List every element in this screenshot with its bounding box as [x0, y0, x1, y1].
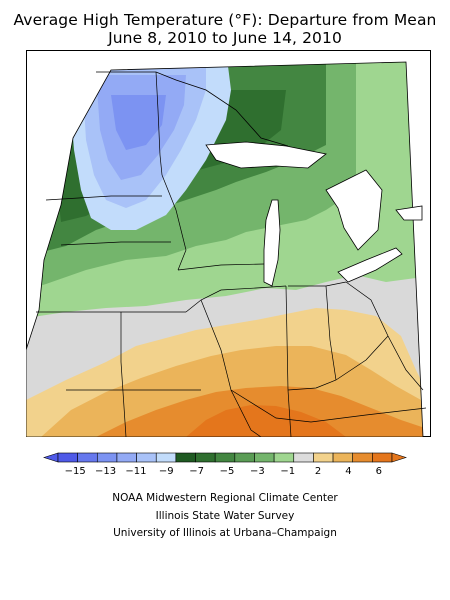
- legend-box: [175, 452, 196, 463]
- legend-color-boxes: [43, 452, 407, 463]
- legend-box: [195, 452, 216, 463]
- legend-tick-label: −1: [280, 466, 295, 477]
- lake-huron: [325, 169, 383, 251]
- legend-tick-label: −7: [189, 466, 204, 477]
- legend-box: [273, 452, 295, 463]
- cold-core-deep: [111, 95, 166, 150]
- legend-box: [372, 452, 393, 463]
- legend-tick-label: 2: [315, 466, 321, 477]
- legend-tick-label: −13: [95, 466, 116, 477]
- legend-box: [116, 452, 137, 463]
- credit-noaa: NOAA Midwestern Regional Climate Center: [112, 492, 338, 504]
- lake-superior: [205, 141, 327, 169]
- legend-box: [234, 452, 255, 463]
- state-borders: [36, 71, 427, 437]
- legend-box: [77, 452, 98, 463]
- map-title: Average High Temperature (°F): Departure…: [13, 11, 437, 29]
- credit-uiuc: University of Illinois at Urbana–Champai…: [113, 527, 337, 539]
- domain-outline: [26, 61, 424, 437]
- lake-michigan: [263, 199, 281, 287]
- legend-tick-label: −5: [220, 466, 235, 477]
- temperature-departure-map: [26, 50, 431, 437]
- lake-erie: [337, 247, 403, 283]
- legend-arrow-low: [43, 452, 59, 463]
- legend-box: [293, 452, 314, 463]
- color-legend: −15 −13 −11 −9 −7 −5 −3 −1 2 4 6: [43, 452, 407, 477]
- legend-box: [136, 452, 157, 463]
- legend-tick-label: −11: [125, 466, 146, 477]
- legend-tick-label: 6: [376, 466, 382, 477]
- legend-box: [214, 452, 236, 463]
- legend-box: [57, 452, 78, 463]
- legend-tick-label: −9: [159, 466, 174, 477]
- legend-arrow-high: [391, 452, 407, 463]
- legend-tick-label: 4: [345, 466, 351, 477]
- legend-box: [313, 452, 334, 463]
- legend-tick-labels: −15 −13 −11 −9 −7 −5 −3 −1 2 4 6: [65, 466, 382, 477]
- legend-box: [96, 452, 118, 463]
- map-subtitle: June 8, 2010 to June 14, 2010: [108, 29, 342, 47]
- legend-tick-label: −3: [250, 466, 265, 477]
- legend-box: [155, 452, 177, 463]
- lake-ontario: [395, 205, 423, 221]
- warm-anomaly-peak: [186, 405, 346, 437]
- credit-isws: Illinois State Water Survey: [155, 510, 295, 522]
- legend-box: [254, 452, 275, 463]
- legend-box: [352, 452, 373, 463]
- legend-box: [332, 452, 354, 463]
- legend-tick-label: −15: [65, 466, 86, 477]
